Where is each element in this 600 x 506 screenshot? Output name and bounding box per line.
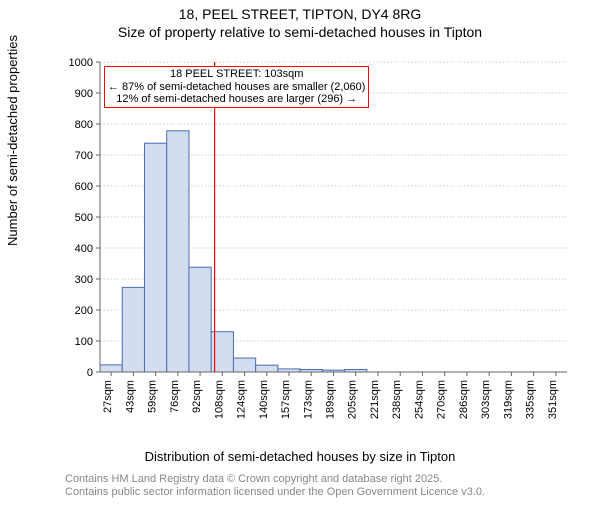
svg-text:400: 400 <box>75 243 93 255</box>
svg-text:140sqm: 140sqm <box>258 380 270 419</box>
svg-text:700: 700 <box>75 150 93 162</box>
svg-text:100: 100 <box>75 336 93 348</box>
svg-text:270sqm: 270sqm <box>436 380 448 419</box>
x-axis-label: Distribution of semi-detached houses by … <box>0 449 600 464</box>
svg-text:303sqm: 303sqm <box>480 380 492 419</box>
annotation-line1: 18 PEEL STREET: 103sqm <box>108 68 365 81</box>
chart-container: 18, PEEL STREET, TIPTON, DY4 8RG Size of… <box>0 6 600 506</box>
chart-title-line1: 18, PEEL STREET, TIPTON, DY4 8RG <box>0 6 600 22</box>
svg-text:335sqm: 335sqm <box>525 380 537 419</box>
svg-text:173sqm: 173sqm <box>302 380 314 419</box>
svg-text:92sqm: 92sqm <box>191 380 203 413</box>
svg-text:900: 900 <box>75 88 93 100</box>
svg-text:108sqm: 108sqm <box>213 380 225 419</box>
footer-credits: Contains HM Land Registry data © Crown c… <box>65 473 485 501</box>
svg-text:238sqm: 238sqm <box>391 380 403 419</box>
svg-text:351sqm: 351sqm <box>547 380 559 419</box>
svg-text:76sqm: 76sqm <box>169 380 181 413</box>
footer-line2: Contains public sector information licen… <box>65 486 485 500</box>
svg-text:300: 300 <box>75 274 93 286</box>
svg-text:319sqm: 319sqm <box>502 380 514 419</box>
annotation-box: 18 PEEL STREET: 103sqm ← 87% of semi-det… <box>104 66 369 108</box>
svg-text:157sqm: 157sqm <box>280 380 292 419</box>
svg-text:221sqm: 221sqm <box>369 380 381 419</box>
svg-text:286sqm: 286sqm <box>458 380 470 419</box>
svg-text:800: 800 <box>75 119 93 131</box>
svg-text:43sqm: 43sqm <box>124 380 136 413</box>
chart-title-line2: Size of property relative to semi-detach… <box>0 24 600 40</box>
svg-text:500: 500 <box>75 212 93 224</box>
svg-text:124sqm: 124sqm <box>236 380 248 419</box>
footer-line1: Contains HM Land Registry data © Crown c… <box>65 473 485 487</box>
annotation-line3: 12% of semi-detached houses are larger (… <box>108 93 365 106</box>
annotation-line2: ← 87% of semi-detached houses are smalle… <box>108 81 365 94</box>
svg-text:0: 0 <box>87 367 93 379</box>
svg-text:600: 600 <box>75 181 93 193</box>
svg-text:254sqm: 254sqm <box>413 380 425 419</box>
chart-svg: 0 100 200 300 400 500 600 700 800 900 1000 27sqm 43s… <box>65 54 575 434</box>
plot-area: 0 100 200 300 400 500 600 700 800 900 1000 27sqm 43s… <box>65 54 575 434</box>
svg-text:200: 200 <box>75 305 93 317</box>
svg-text:59sqm: 59sqm <box>147 380 159 413</box>
svg-text:1000: 1000 <box>69 57 93 69</box>
svg-text:189sqm: 189sqm <box>325 380 337 419</box>
svg-text:205sqm: 205sqm <box>347 380 359 419</box>
svg-text:27sqm: 27sqm <box>102 380 114 413</box>
y-axis-label: Number of semi-detached properties <box>5 35 20 246</box>
